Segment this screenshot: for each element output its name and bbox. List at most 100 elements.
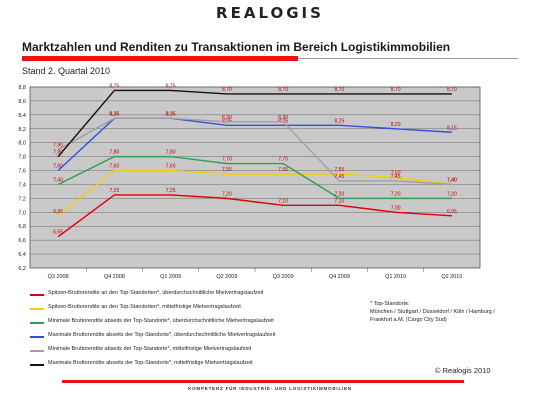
x-tick-label: Q3 2008	[48, 274, 69, 280]
data-label: 8,35	[110, 111, 120, 117]
y-tick-label: 7,0	[18, 210, 26, 216]
data-label: 7,60	[166, 164, 176, 170]
data-label: 8,20	[391, 122, 401, 128]
legend-item-2: Spitzen-Bruttorendite an den Top-Standor…	[30, 304, 370, 314]
y-tick-label: 7,6	[18, 169, 26, 175]
title-divider-line	[298, 58, 518, 59]
legend-label: Spitzen-Bruttorendite an den Top-Standor…	[48, 304, 241, 310]
data-label: 7,20	[447, 191, 457, 197]
legend-item-5: Minimale Bruttorendite abseits der Top-S…	[30, 346, 370, 356]
footer-tagline: KOMPETENZ FÜR INDUSTRIE- UND LOGISTIKIMM…	[188, 386, 352, 391]
x-tick-label: Q4 2008	[104, 274, 125, 280]
y-tick-label: 8,6	[18, 99, 26, 105]
data-label: 8,30	[222, 115, 232, 121]
data-label: 7,20	[335, 191, 345, 197]
data-label: 6,95	[53, 209, 63, 215]
legend-label: Maximale Bruttorendite abseits der Top-S…	[48, 332, 276, 338]
series-line-5	[57, 117, 452, 186]
legend-swatch	[30, 364, 44, 366]
data-label: 7,45	[391, 174, 401, 180]
y-tick-label: 8,2	[18, 127, 26, 133]
legend-label: Minimale Bruttorendite abseits der Top-S…	[48, 346, 252, 352]
data-label: 8,70	[222, 87, 232, 93]
data-label: 7,10	[335, 198, 345, 204]
data-label: 7,25	[110, 188, 120, 194]
data-label: 7,60	[53, 164, 63, 170]
data-label: 7,80	[110, 150, 120, 156]
legend-label: Maximale Bruttorendite abseits der Top-S…	[48, 360, 253, 366]
data-label: 6,65	[53, 230, 63, 236]
legend-label: Spitzen-Bruttorendite an den Top-Standor…	[48, 290, 264, 296]
data-label: 6,95	[447, 209, 457, 215]
y-tick-label: 8,4	[18, 113, 26, 119]
y-tick-label: 8,8	[18, 85, 26, 91]
data-label: 7,60	[110, 164, 120, 170]
y-tick-label: 6,6	[18, 238, 26, 244]
legend-swatch	[30, 336, 44, 338]
company-logo: REALOGIS	[216, 4, 324, 22]
legend-item-6: Maximale Bruttorendite abseits der Top-S…	[30, 360, 370, 370]
data-label: 8,70	[447, 87, 457, 93]
data-label: 7,90	[53, 143, 63, 149]
data-label: 7,55	[335, 167, 345, 173]
series-line-1	[57, 194, 452, 238]
page-title: Marktzahlen und Renditen zu Transaktione…	[22, 40, 451, 54]
data-label: 7,10	[278, 198, 288, 204]
data-label: 7,70	[222, 157, 232, 163]
data-label: 7,20	[391, 191, 401, 197]
data-label: 7,40	[447, 177, 457, 183]
data-label: 8,30	[278, 115, 288, 121]
data-label: 7,40	[53, 177, 63, 183]
y-tick-label: 6,8	[18, 224, 26, 230]
x-tick-label: Q4 2009	[329, 274, 350, 280]
y-tick-label: 6,2	[18, 266, 26, 272]
x-tick-label: Q2 2009	[216, 274, 237, 280]
data-label: 8,35	[110, 111, 120, 117]
x-tick-label: Q2 2010	[441, 274, 462, 280]
y-tick-label: 6,4	[18, 252, 26, 258]
legend-swatch	[30, 308, 44, 310]
data-label: 8,35	[166, 111, 176, 117]
data-label: 7,80	[166, 150, 176, 156]
data-label: 7,40	[447, 177, 457, 183]
x-tick-label: Q3 2009	[273, 274, 294, 280]
series-line-6	[57, 89, 452, 158]
x-tick-label: Q1 2009	[160, 274, 181, 280]
y-tick-label: 7,2	[18, 196, 26, 202]
y-tick-label: 7,8	[18, 155, 26, 161]
y-tick-label: 7,4	[18, 182, 26, 188]
legend-swatch	[30, 294, 44, 296]
copyright-text: © Realogis 2010	[435, 366, 491, 375]
series-line-2	[57, 169, 452, 217]
data-label: 7,20	[222, 191, 232, 197]
data-label: 8,70	[391, 87, 401, 93]
footer-accent-bar	[62, 380, 464, 383]
data-label: 8,75	[166, 83, 176, 89]
series-line-3	[57, 155, 452, 200]
page-subtitle: Stand 2. Quartal 2010	[22, 66, 111, 76]
plot-area	[29, 86, 481, 269]
legend-swatch	[30, 322, 44, 324]
data-label: 8,75	[110, 83, 120, 89]
legend-item-1: Spitzen-Bruttorendite an den Top-Standor…	[30, 290, 370, 300]
data-label: 7,55	[278, 167, 288, 173]
top-locations-note: * Top-Standorte: München / Stuttgart / D…	[370, 301, 495, 323]
y-tick-label: 8,0	[18, 141, 26, 147]
data-label: 7,45	[335, 174, 345, 180]
data-label: 7,55	[222, 167, 232, 173]
title-accent-bar	[22, 56, 298, 61]
data-label: 8,70	[335, 87, 345, 93]
data-label: 7,00	[391, 205, 401, 211]
legend-item-4: Maximale Bruttorendite abseits der Top-S…	[30, 332, 370, 342]
legend-item-3: Minimale Bruttorendite abseits der Top-S…	[30, 318, 370, 328]
legend-label: Minimale Bruttorendite abseits der Top-S…	[48, 318, 274, 324]
data-label: 7,80	[53, 150, 63, 156]
data-label: 7,25	[166, 188, 176, 194]
data-label: 7,50	[391, 171, 401, 177]
data-label: 8,15	[447, 125, 457, 131]
data-label: 8,70	[278, 87, 288, 93]
data-label: 8,35	[166, 111, 176, 117]
data-label: 7,70	[278, 157, 288, 163]
data-label: 8,25	[335, 118, 345, 124]
